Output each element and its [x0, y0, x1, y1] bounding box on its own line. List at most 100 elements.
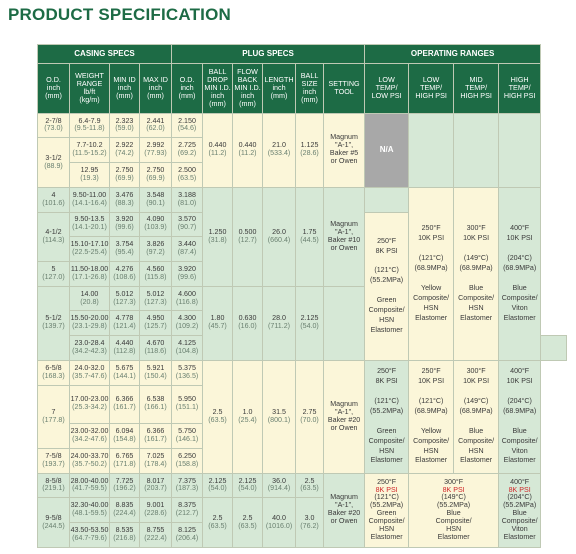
spec-table: CASING SPECS PLUG SPECS OPERATING RANGES…: [36, 43, 567, 549]
table-row: 15.50-20.00 (23.1-29.8) 4.778 (121.4) 4.95…: [38, 310, 567, 337]
col-header-weight: WEIGHT RANGE lb/ft (kg/m): [69, 63, 110, 114]
na-cell: N/A: [364, 112, 410, 188]
casing-od-cell: 6-5/8 (168.3): [37, 359, 70, 386]
weight-cell: 23.0-28.4 (34.2-42.3): [69, 335, 110, 361]
casing-od-cell: 9-5/8 (244.5): [37, 497, 70, 548]
casing-od-cell: 5-1/2 (139.7): [37, 285, 70, 361]
min-id-cell: 4.276 (108.6): [109, 261, 140, 287]
setting-tool-cell: [323, 285, 366, 361]
table-row: 15.10-17.10 (22.5-25.4) 3.754 (95.4) 3.826…: [38, 236, 567, 262]
col-header-high-temp-high-psi: HIGH TEMP/HIGH PSI: [498, 63, 542, 114]
casing-od-cell: 8-5/8 (219.1): [37, 472, 70, 499]
plug-od-cell: 6.250 (158.8): [171, 447, 204, 474]
min-id-cell: 8.535 (216.8): [109, 522, 140, 548]
flow-back-cell: 0.630 (16.0): [232, 285, 264, 361]
operating-cell-low-temp-high-psi: 250°F 10K PSI (121°C) (68.9MPa) Yellow Comp…: [408, 359, 455, 474]
table-row: 5 (127.0) 11.50-18.00 (17.1-26.8) 4.276 (10…: [37, 261, 567, 287]
col-header-flow-back: FLOW BACK MIN I.D. inch (mm): [232, 63, 264, 114]
length-cell: 31.5 (800.1): [262, 359, 297, 474]
weight-cell: 17.00-23.00 (25.3-34.2): [69, 384, 110, 425]
max-id-cell: 8.017 (203.7): [138, 472, 173, 499]
table-row: 7-5/8 (193.7) 24.00-33.70 (35.7-50.2) 6.76…: [37, 447, 567, 474]
blank-cell: [540, 335, 567, 361]
col-header-low-temp-low-psi: LOW TEMP/LOW PSI: [364, 63, 410, 114]
min-id-cell: 6.094 (154.8): [109, 423, 140, 449]
ball-size-cell: 3.0 (76.2): [295, 497, 325, 548]
casing-od-cell: 5 (127.0): [37, 261, 70, 287]
max-id-cell: 5.921 (150.4): [138, 359, 173, 386]
min-id-cell: 8.835 (224.4): [109, 497, 140, 524]
weight-cell: 9.50-13.5 (14.1-20.1): [69, 211, 110, 238]
col-header-ball-drop: BALL DROP MIN I.D. inch (mm): [202, 63, 234, 114]
col-header-od: O.D. inch (mm): [37, 63, 70, 114]
length-cell: 36.0 (914.4): [262, 472, 297, 499]
ball-size-cell: 1.125 (28.6): [295, 112, 325, 188]
table-row: 8-5/8 (219.1) 28.00-40.00 (41.7-59.5) 7.72…: [37, 472, 567, 549]
ball-drop-cell: 2.5 (63.5): [202, 497, 234, 548]
ball-drop-cell: 1.250 (31.8): [202, 186, 234, 287]
ball-drop-cell: 1.80 (45.7): [202, 285, 234, 361]
min-id-cell: 5.012 (127.3): [109, 285, 140, 312]
weight-cell: 11.50-18.00 (17.1-26.8): [69, 261, 110, 287]
min-id-cell: 2.922 (74.2): [109, 137, 140, 164]
length-cell: 28.0 (711.2): [262, 285, 297, 361]
col-header-length: LENGTH inch (mm): [262, 63, 297, 114]
group-header-plug: PLUG SPECS: [171, 43, 366, 65]
operating-cell-mid-temp-high-psi: 300°F 10K PSI (149°C) (68.9MPa) Blue Compos…: [453, 359, 500, 474]
max-id-cell: 4.560 (115.8): [138, 261, 173, 287]
operating-cell-mid: 300°F 8K PSI (149°C) (55.2MPa) Blue Composite…: [408, 472, 500, 549]
weight-cell: 14.00 (20.8): [69, 285, 110, 312]
length-cell: 40.0 (1016.0): [262, 497, 297, 548]
setting-tool-cell: Magnum "A-1", Baker #5 or Owen: [323, 112, 366, 188]
weight-cell: 23.00-32.00 (34.2-47.6): [69, 423, 110, 449]
operating-cell-low-temp-low-psi: 250°F 8K PSI (121°C) (55.2MPa) Green Compos…: [364, 359, 410, 474]
weight-cell: 28.00-40.00 (41.7-59.5): [69, 472, 110, 499]
operating-cell-high-temp-high-psi: 400°F 10K PSI (204°C) (68.9MPa) Blue Compos…: [498, 359, 542, 474]
max-id-cell: 4.950 (125.7): [138, 310, 173, 337]
plug-od-cell: 8.125 (206.4): [171, 522, 204, 548]
ball-drop-cell: 0.440 (11.2): [202, 112, 234, 188]
col-header-low-temp-high-psi: LOW TEMP/HIGH PSI: [408, 63, 455, 114]
weight-cell: 9.50-11.00 (14.1-16.4): [69, 186, 110, 213]
max-id-cell: 3.826 (97.2): [138, 236, 173, 262]
table-row: 4 (101.6) 9.50-11.00 (14.1-16.4) 3.476 (88.…: [37, 186, 567, 361]
ball-size-cell: 1.75 (44.5): [295, 186, 325, 287]
plug-od-cell: 5.950 (151.1): [171, 384, 204, 425]
plug-od-cell: 5.375 (136.5): [171, 359, 204, 386]
casing-od-cell: 3-1/2 (88.9): [37, 137, 70, 188]
table-row: 3-1/2 (88.9) 7.7-10.2 (11.5-15.2) 2.922 (74…: [37, 137, 567, 188]
table-row: 12.95 (19.3) 2.750 (69.9) 2.750 (69.9) 2.50…: [38, 162, 567, 188]
max-id-cell: 2.441 (62.0): [138, 112, 173, 139]
plug-od-cell: 3.188 (81.0): [171, 186, 204, 213]
group-header-operating: OPERATING RANGES: [364, 43, 542, 65]
max-id-cell: 3.548 (90.1): [138, 186, 173, 213]
weight-cell: 24.0-32.0 (35.7-47.6): [69, 359, 110, 386]
flow-back-cell: 0.440 (11.2): [232, 112, 264, 188]
min-id-cell: 6.366 (161.7): [109, 384, 140, 425]
blank-cell: [364, 186, 410, 213]
table-row: 9-5/8 (244.5) 32.30-40.00 (48.1-59.5) 8.83…: [37, 497, 567, 548]
operating-cell-mid-temp-high-psi: 300°F 10K PSI (149°C) (68.9MPa) Blue Compos…: [453, 186, 500, 361]
col-header-setting-tool: SETTING TOOL: [323, 63, 366, 114]
weight-cell: 7.7-10.2 (11.5-15.2): [69, 137, 110, 164]
max-id-cell: 6.366 (161.7): [138, 423, 173, 449]
operating-cell-low: 250°F 8K PSI (121°C) (55.2MPa) Green Composit…: [364, 472, 410, 549]
plug-od-cell: 3.570 (90.7): [171, 211, 204, 238]
weight-cell: 43.50-53.50 (64.7-79.6): [69, 522, 110, 548]
weight-cell: 24.00-33.70 (35.7-50.2): [69, 447, 110, 474]
operating-cell-low-temp-low-psi: 250°F 8K PSI (121°C) (55.2MPa) Green Compos…: [364, 211, 410, 361]
ball-size-cell: 2.5 (63.5): [295, 472, 325, 499]
min-id-cell: 4.778 (121.4): [109, 310, 140, 337]
max-id-cell: 4.670 (118.6): [138, 335, 173, 361]
table-row: 6-5/8 (168.3) 24.0-32.0 (35.7-47.6) 5.675(…: [37, 359, 567, 474]
plug-od-cell: 2.725 (69.2): [171, 137, 204, 164]
operating-cell-low-temp-high-psi: 250°F 10K PSI (121°C) (68.9MPa) Yellow Comp…: [408, 186, 455, 361]
min-id-cell: 4.440 (112.8): [109, 335, 140, 361]
length-cell: 26.0 (660.4): [262, 186, 297, 287]
flow-back-cell: 2.125 (54.0): [232, 472, 264, 499]
table-row: 7 (177.8) 17.00-23.00 (25.3-34.2) 6.366 (16…: [37, 384, 567, 449]
max-id-cell: 8.755 (222.4): [138, 522, 173, 548]
col-header-ball-size: BALL SIZE inch (mm): [295, 63, 325, 114]
casing-od-cell: 4-1/2 (114.3): [37, 211, 70, 263]
weight-cell: 15.10-17.10 (22.5-25.4): [69, 236, 110, 262]
